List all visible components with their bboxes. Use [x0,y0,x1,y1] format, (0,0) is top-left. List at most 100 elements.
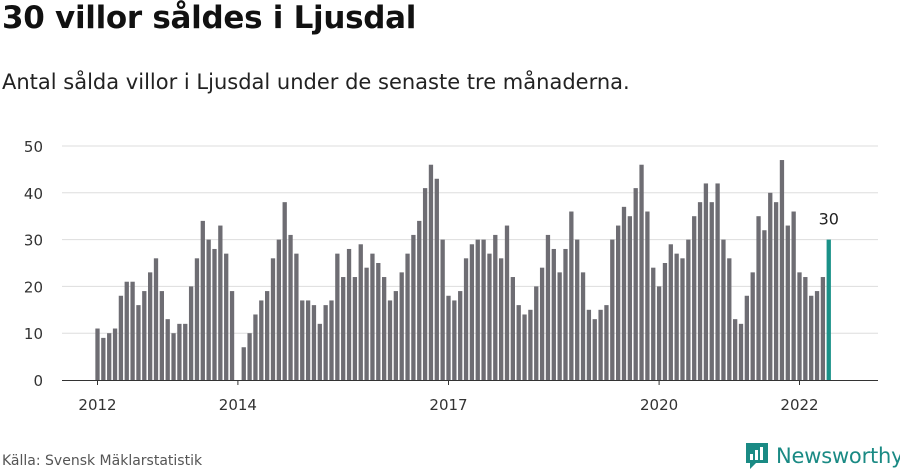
bar [171,333,176,380]
bar [651,267,656,380]
bar [101,337,106,380]
bar [387,300,393,380]
highlight-bar [826,239,831,380]
bar [791,211,796,380]
bar [142,291,147,380]
newsworthy-logo-icon [746,443,768,469]
bar [212,248,217,380]
x-tick-label: 2020 [640,396,678,414]
bar [434,178,439,380]
bar [674,253,679,380]
bar [814,291,820,380]
bar [422,188,428,380]
bar [218,225,223,380]
bar [773,202,779,380]
bar [645,211,650,380]
bar [762,230,767,380]
bar [224,253,229,380]
bar [405,253,410,380]
bar [639,164,644,380]
bar [300,300,305,380]
bar [305,300,311,380]
bar [522,314,527,380]
bar [768,192,773,380]
bar [744,295,749,380]
bar [382,277,387,380]
bar [399,272,404,380]
bar [417,220,422,380]
bar [510,277,515,380]
bar [534,286,539,380]
bar [598,309,603,380]
x-tick-label: 2014 [219,396,257,414]
bar [265,291,270,380]
bar [656,286,662,380]
bar [504,225,510,380]
bar [809,295,814,380]
bar [148,272,153,380]
bar [545,234,551,380]
bar [177,323,182,380]
bar [311,305,317,380]
bar [112,328,118,380]
bars [95,160,831,380]
bar [294,253,299,380]
source-note: Källa: Svensk Mäklarstatistik [2,453,203,469]
bar [452,300,457,380]
bar [352,277,358,380]
bar [715,183,720,380]
bar [569,211,574,380]
newsworthy-logo[interactable]: Newsworthy [744,441,900,471]
bar [446,295,451,380]
bar [463,258,469,380]
bar [153,258,159,380]
y-axis-ticks: 0 10 20 30 40 50 [24,138,43,390]
bar [616,225,621,380]
bar [528,309,533,380]
bar [516,305,521,380]
bar [188,286,194,380]
bar [539,267,545,380]
bar [487,253,492,380]
bar [358,244,363,380]
bar [662,263,668,380]
bar [95,328,100,380]
bar [756,216,761,380]
bar [499,258,504,380]
bar [668,244,673,380]
bar [738,323,744,380]
y-tick-label: 10 [24,325,43,343]
bar [458,291,463,380]
bar [159,291,164,380]
bar [411,234,416,380]
bar [633,188,638,380]
bar [241,347,246,380]
annotations: 30 [819,210,839,229]
bar [346,248,352,380]
y-tick-label: 0 [33,372,43,390]
bar [276,239,281,380]
bar [469,244,475,380]
y-tick-label: 20 [24,278,43,296]
bar [341,277,346,380]
bar [364,267,369,380]
bar [820,277,826,380]
bar [229,291,235,380]
bar [610,239,615,380]
bar [493,234,498,380]
bar [428,164,434,380]
bar [733,319,738,380]
y-tick-label: 30 [24,232,43,250]
bar [118,295,124,380]
bar [709,202,714,380]
bar [686,239,691,380]
bar [323,305,328,380]
bar [130,281,135,380]
bar [376,263,381,380]
brand-name: Newsworthy [776,444,900,468]
bar [785,225,790,380]
bar [803,277,808,380]
bar [270,258,276,380]
x-tick-label: 2022 [780,396,818,414]
